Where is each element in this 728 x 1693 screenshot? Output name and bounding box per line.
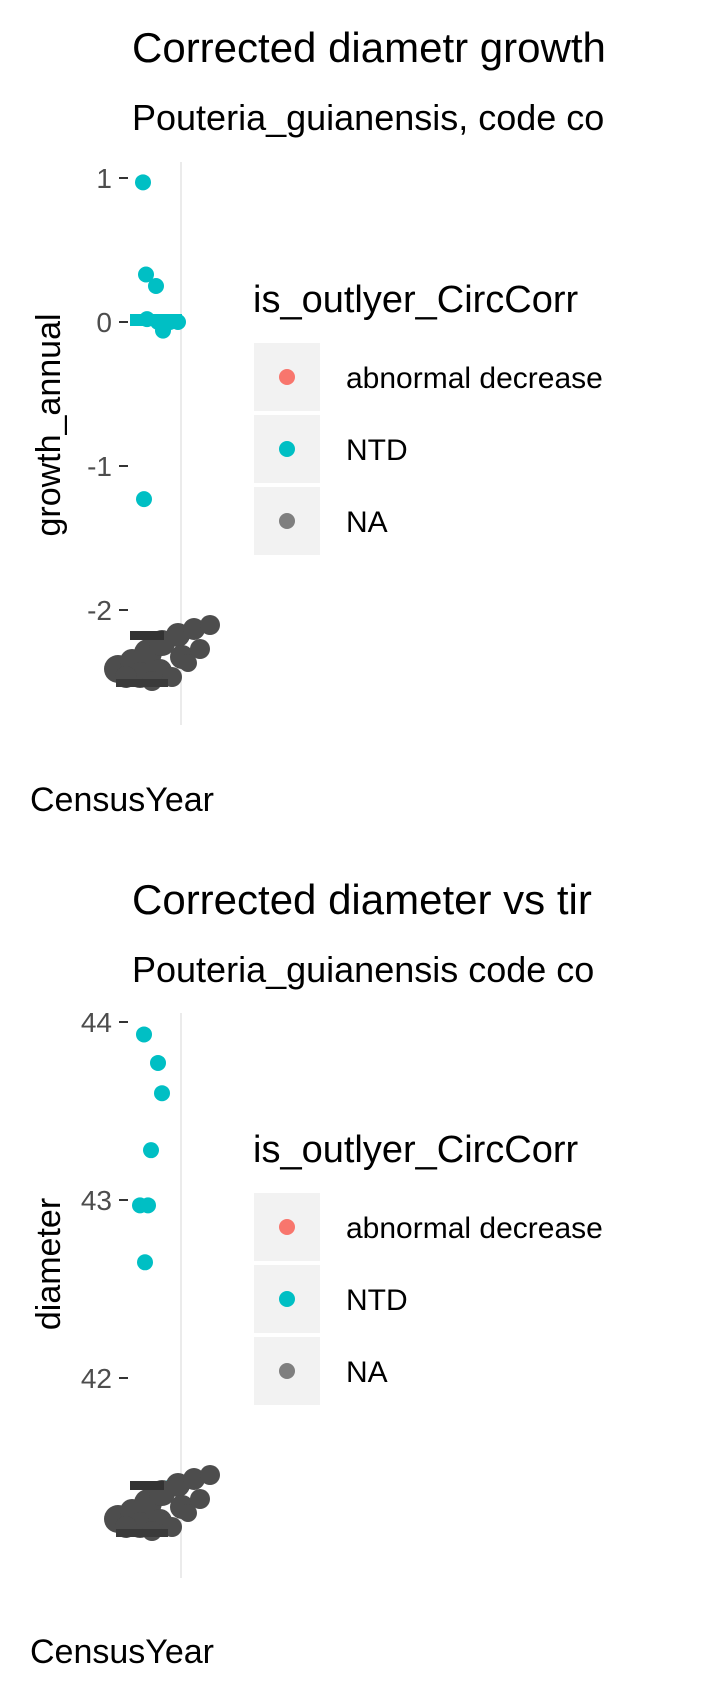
overplotted-bar — [130, 1481, 164, 1490]
overplotted-point — [179, 1504, 197, 1522]
growth-chart-subtitle: Pouteria_guianensis, code co — [132, 97, 604, 138]
overplotted-bar — [116, 1529, 168, 1537]
growth-panel: Corrected diametr growth Pouteria_guiane… — [30, 24, 606, 819]
overplotted-point — [190, 1489, 210, 1509]
y-tick-label: -2 — [87, 595, 112, 626]
data-point — [138, 266, 154, 283]
data-point — [143, 1142, 159, 1159]
overplotted-point — [183, 618, 205, 640]
diameter-panel: Corrected diameter vs tir Pouteria_guian… — [30, 876, 603, 1671]
data-point — [136, 491, 152, 508]
diameter-legend-label-abnormal-decrease: abnormal decrease — [346, 1212, 603, 1245]
growth-points — [130, 174, 186, 650]
diameter-legend-dot-ntd — [279, 1291, 295, 1307]
diameter-chart-subtitle: Pouteria_guianensis code co — [132, 949, 594, 990]
data-point — [154, 1085, 170, 1102]
growth-chart-title: Corrected diametr growth — [132, 24, 606, 71]
growth-legend-dot-abnormal-decrease — [279, 369, 295, 385]
growth-x-axis-title: CensusYear — [30, 781, 214, 819]
diameter-legend-title: is_outlyer_CircCorr — [253, 1129, 579, 1171]
overplotted-point — [183, 1468, 205, 1490]
y-tick-label: 0 — [96, 307, 112, 338]
data-point — [148, 278, 164, 294]
growth-legend-label-abnormal-decrease: abnormal decrease — [346, 362, 603, 395]
diameter-legend-dot-abnormal-decrease — [279, 1219, 295, 1235]
growth-legend: is_outlyer_CircCorr abnormal decrease NT… — [253, 279, 603, 555]
overplotted-point — [179, 654, 197, 672]
growth-y-axis-title: growth_annual — [30, 313, 68, 536]
data-point — [140, 1197, 156, 1214]
overplotted-bar — [116, 679, 168, 687]
diameter-y-ticks: 44 43 42 — [81, 1007, 128, 1394]
diameter-legend-label-ntd: NTD — [346, 1284, 408, 1317]
data-point — [136, 1026, 152, 1043]
y-tick-label: 43 — [81, 1185, 112, 1216]
growth-legend-label-na: NA — [346, 506, 388, 539]
growth-legend-title: is_outlyer_CircCorr — [253, 279, 579, 321]
growth-overplotted-na-points — [104, 615, 220, 691]
data-point — [150, 1054, 166, 1071]
diameter-x-axis-title: CensusYear — [30, 1633, 214, 1671]
y-tick-label: -1 — [87, 451, 112, 482]
diameter-overplotted-na-points — [104, 1465, 220, 1541]
diameter-legend: is_outlyer_CircCorr abnormal decrease NT… — [253, 1129, 603, 1405]
data-point — [135, 174, 151, 191]
diameter-y-axis-title: diameter — [30, 1198, 68, 1330]
data-point — [155, 322, 171, 339]
y-tick-label: 42 — [81, 1363, 112, 1394]
y-tick-label: 1 — [96, 163, 112, 194]
growth-y-ticks: 1 0 -1 -2 — [87, 163, 128, 626]
overplotted-point — [190, 639, 210, 659]
growth-legend-dot-na — [279, 513, 295, 529]
overplotted-bar — [130, 631, 164, 640]
overplotted-ntd-cluster — [130, 314, 182, 326]
diameter-chart-title: Corrected diameter vs tir — [132, 876, 592, 923]
overplotted-point — [200, 1465, 220, 1485]
diameter-points — [132, 1026, 186, 1497]
overplotted-point — [200, 615, 220, 635]
diameter-legend-label-na: NA — [346, 1356, 388, 1389]
data-point — [137, 1254, 153, 1271]
growth-legend-dot-ntd — [279, 441, 295, 457]
growth-legend-label-ntd: NTD — [346, 434, 408, 467]
y-tick-label: 44 — [81, 1007, 112, 1038]
diameter-legend-dot-na — [279, 1363, 295, 1379]
